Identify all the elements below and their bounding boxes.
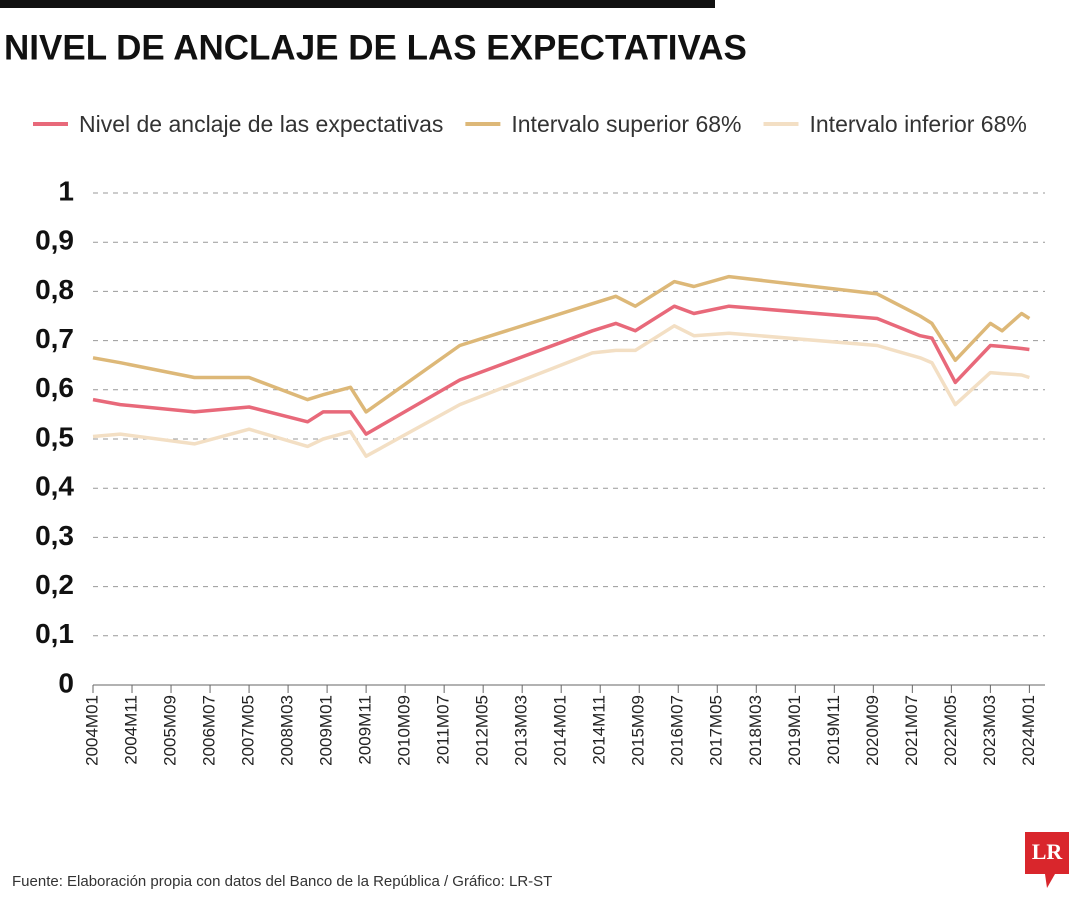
y-tick-label: 0,1 (35, 618, 74, 649)
x-tick-label: 2007M05 (239, 695, 258, 766)
x-tick-label: 2005M09 (161, 695, 180, 766)
y-tick-label: 0,2 (35, 569, 74, 600)
x-tick-label: 2008M03 (278, 695, 297, 766)
x-tick-label: 2016M07 (668, 695, 687, 766)
x-tick-label: 2015M09 (629, 695, 648, 766)
x-tick-label: 2014M11 (590, 695, 609, 765)
logo-tail (1045, 874, 1055, 888)
y-tick-label: 0,8 (35, 274, 74, 305)
x-tick-label: 2012M05 (473, 695, 492, 766)
x-tick-label: 2020M09 (863, 695, 882, 766)
x-tick-label: 2013M03 (512, 695, 531, 766)
top-bar (0, 0, 715, 8)
x-tick-label: 2017M05 (707, 695, 726, 766)
legend-label: Nivel de anclaje de las expectativas (79, 111, 443, 137)
source: Fuente: Elaboración propia con datos del… (12, 873, 552, 890)
logo-text: LR (1032, 839, 1064, 864)
legend-label: Intervalo superior 68% (511, 111, 741, 137)
x-tick-label: 2009M01 (317, 695, 336, 766)
x-tick-label: 2004M01 (82, 695, 101, 766)
y-tick-label: 0 (58, 667, 74, 698)
y-tick-label: 0,4 (35, 471, 74, 502)
y-tick-label: 0,9 (35, 225, 74, 256)
x-tick-label: 2022M05 (941, 695, 960, 766)
x-tick-label: 2019M11 (824, 695, 843, 765)
chart-title: NIVEL DE ANCLAJE DE LAS EXPECTATIVAS (4, 28, 747, 67)
x-tick-label: 2014M01 (551, 695, 570, 766)
x-tick-label: 2011M07 (434, 695, 453, 765)
logo-box (1025, 832, 1069, 874)
y-tick-label: 0,6 (35, 372, 74, 403)
x-tick-label: 2023M03 (980, 695, 999, 766)
x-tick-label: 2019M01 (785, 695, 804, 766)
x-tick-label: 2004M11 (122, 695, 141, 765)
x-tick-label: 2021M07 (902, 695, 921, 766)
x-tick-label: 2009M11 (356, 695, 375, 765)
y-tick-label: 0,3 (35, 520, 74, 551)
series-line (92, 274, 1031, 414)
series-line (92, 304, 1030, 436)
x-tick-label: 2010M09 (395, 695, 414, 766)
y-tick-label: 0,7 (35, 323, 74, 354)
x-tick-label: 2024M01 (1019, 695, 1038, 766)
series-line (92, 324, 1030, 458)
logo: LR (1025, 832, 1069, 888)
x-tick-label: 2018M03 (746, 695, 765, 766)
legend-label: Intervalo inferior 68% (810, 111, 1027, 137)
y-tick-label: 1 (58, 175, 74, 206)
x-tick-label: 2006M07 (200, 695, 219, 766)
y-tick-label: 0,5 (35, 421, 74, 452)
